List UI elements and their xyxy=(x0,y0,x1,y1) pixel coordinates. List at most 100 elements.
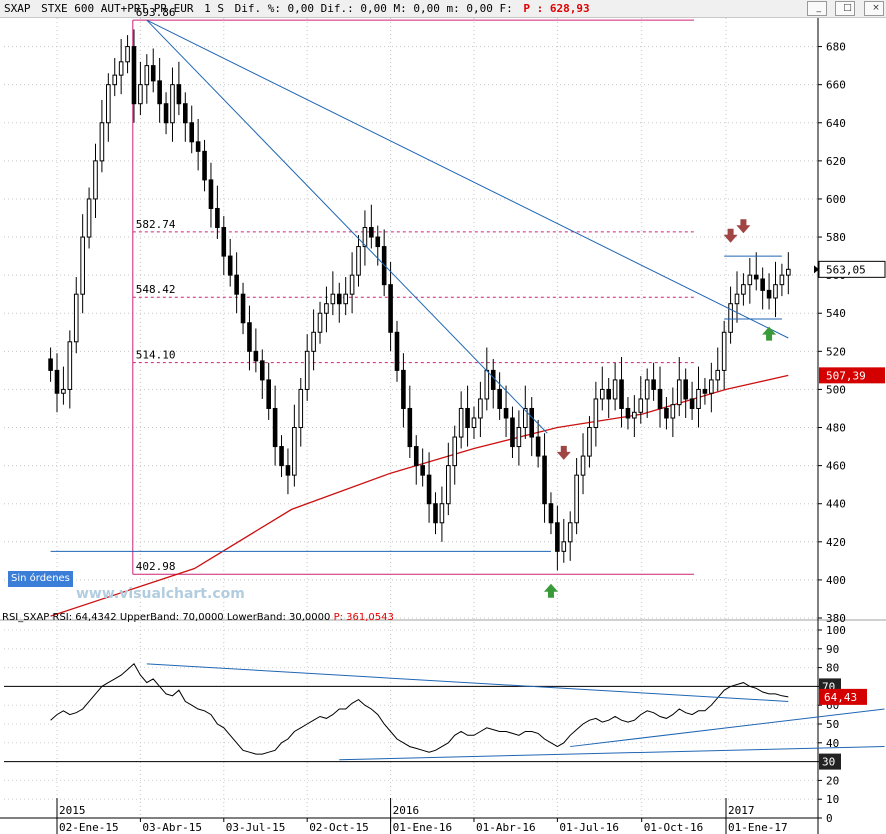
candle xyxy=(657,366,663,428)
candle xyxy=(86,187,92,249)
candle xyxy=(567,511,573,561)
candle-body-up xyxy=(632,411,637,419)
candle-body-up xyxy=(298,388,304,429)
fibonacci-levels: 693.86 582.74 548.42 514.10 402.98 xyxy=(132,6,694,575)
candle xyxy=(606,378,611,418)
candle xyxy=(426,452,432,523)
candle xyxy=(676,357,682,417)
rsi-tick-label: 80 xyxy=(826,662,839,675)
candle-body-up xyxy=(676,379,682,406)
candle-body-up xyxy=(452,436,458,467)
rsi-trend-line xyxy=(570,708,885,748)
candle-body-up xyxy=(292,427,297,476)
last-price-pointer xyxy=(814,265,819,274)
year-label: 2016 xyxy=(393,804,420,817)
candle-body-down xyxy=(195,141,201,152)
rsi-tick-label: 10 xyxy=(826,793,839,806)
ma-value-box xyxy=(819,367,885,384)
symbol: SXAP xyxy=(4,2,31,15)
candle xyxy=(247,305,252,371)
candle-body-down xyxy=(247,322,252,352)
candle xyxy=(523,385,528,439)
candle xyxy=(433,492,438,535)
rsi-band-label: 30 xyxy=(822,756,835,769)
candle-body-down xyxy=(465,407,470,429)
rsi-last-box xyxy=(819,688,867,705)
candle-body-up xyxy=(349,274,355,295)
candle xyxy=(471,406,477,439)
candle-body-up xyxy=(747,274,753,286)
rsi-panel: 0102030405060708090100703064,43 xyxy=(4,624,885,825)
watermark: www.visualchart.com xyxy=(76,586,245,602)
x-tick-label: 03-Jul-15 xyxy=(226,821,286,834)
rsi-band-box xyxy=(819,753,841,770)
candle-body-down xyxy=(336,293,342,305)
candle xyxy=(407,385,413,458)
candle-body-up xyxy=(106,84,111,124)
rsi-header-text: RSI_SXAP RSI: 64,4342 UpperBand: 70,0000… xyxy=(2,612,331,623)
candle xyxy=(529,397,535,457)
fib-label: 402.98 xyxy=(136,560,176,573)
price-axis: 3804004204404604805005205405605806006206… xyxy=(818,41,846,625)
candle xyxy=(503,385,509,438)
close-button[interactable]: × xyxy=(864,1,884,16)
candle-body-down xyxy=(766,289,772,299)
candle-body-down xyxy=(208,179,214,209)
candle-body-down xyxy=(272,407,278,448)
candle xyxy=(728,286,733,344)
window-buttons: _ □ × xyxy=(805,1,884,18)
rsi-trend-line xyxy=(146,663,789,702)
candle xyxy=(125,35,130,74)
candle-body-up xyxy=(170,84,175,124)
candle-body-up xyxy=(587,427,592,457)
candle xyxy=(721,320,727,390)
candle xyxy=(285,448,291,495)
candle xyxy=(189,105,195,154)
up-arrow-marker xyxy=(762,326,777,341)
candle xyxy=(99,99,105,173)
candle-body-down xyxy=(535,436,541,457)
year-label: 2015 xyxy=(59,804,86,817)
candle-body-down xyxy=(150,65,156,82)
candle-body-down xyxy=(542,455,547,505)
candle-body-down xyxy=(285,465,291,476)
candle xyxy=(465,385,470,447)
x-tick-label: 01-Ene-17 xyxy=(728,821,788,834)
candle-body-down xyxy=(420,465,425,476)
candle-body-up xyxy=(144,65,150,86)
candle-body-down xyxy=(176,84,182,105)
candle xyxy=(696,366,701,428)
candle xyxy=(61,366,66,405)
minimize-button[interactable]: _ xyxy=(806,1,827,16)
candle-body-up xyxy=(593,398,599,429)
candle-body-down xyxy=(157,80,162,105)
candle-body-up xyxy=(86,198,92,238)
candle xyxy=(311,309,316,371)
candle xyxy=(458,391,464,449)
price-tick-label: 540 xyxy=(826,307,846,320)
candle xyxy=(73,277,79,354)
candle xyxy=(349,252,355,314)
candle-body-down xyxy=(253,350,259,362)
candle xyxy=(535,419,541,468)
candle-body-down xyxy=(625,407,631,419)
price-tick-label: 520 xyxy=(826,345,846,358)
orders-badge[interactable]: Sin órdenes xyxy=(8,571,73,587)
candle-body-up xyxy=(709,379,714,394)
candle-body-up xyxy=(356,246,361,276)
period-label: 1 S xyxy=(204,2,224,15)
x-axis: 2015 2016 2017 02-Ene-15 03-Abr-15 03-Jul-15 0… xyxy=(0,798,818,834)
candle xyxy=(266,362,271,420)
candle xyxy=(118,38,124,95)
candle-body-down xyxy=(555,522,560,552)
candle-body-up xyxy=(773,284,778,299)
candle xyxy=(324,286,329,333)
rsi-line xyxy=(50,663,789,755)
chart-background xyxy=(0,18,886,834)
candle-body-up xyxy=(118,61,124,76)
candle-body-down xyxy=(683,379,688,400)
signal-markers xyxy=(543,219,777,598)
candle-body-up xyxy=(728,303,733,333)
maximize-button[interactable]: □ xyxy=(835,1,856,16)
